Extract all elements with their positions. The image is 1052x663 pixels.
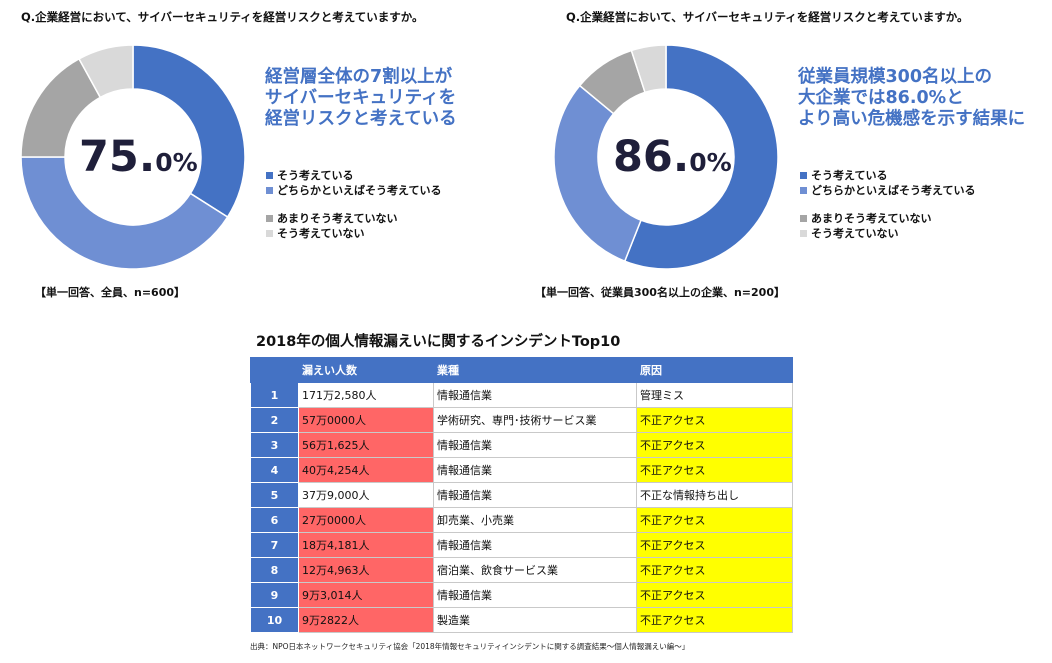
count-cell: 37万9,000人	[298, 482, 434, 508]
rank-cell: 7	[250, 532, 299, 558]
table-row: 7 18万4,181人 情報通信業 不正アクセス	[250, 532, 793, 558]
cause-cell: 不正アクセス	[636, 407, 793, 433]
callout-1-line-1: 経営層全体の7割以上が	[265, 67, 453, 87]
count-cell: 40万4,254人	[298, 457, 434, 483]
count-cell: 171万2,580人	[298, 382, 434, 408]
rank-cell: 5	[250, 482, 299, 508]
cause-cell: 不正アクセス	[636, 557, 793, 583]
legend-item: そう考えていない	[266, 226, 441, 241]
cause-cell: 不正アクセス	[636, 607, 793, 633]
cause-cell: 管理ミス	[636, 382, 793, 408]
cause-cell: 不正アクセス	[636, 507, 793, 533]
header-cause: 原因	[636, 357, 793, 383]
industry-cell: 情報通信業	[433, 482, 637, 508]
legend-item: どちらかといえばそう考えている	[800, 183, 975, 198]
rank-cell: 9	[250, 582, 299, 608]
rank-cell: 10	[250, 607, 299, 633]
cause-cell: 不正アクセス	[636, 582, 793, 608]
donut-slice-1	[623, 44, 779, 270]
header-rank	[250, 357, 299, 383]
table-row: 9 9万3,014人 情報通信業 不正アクセス	[250, 582, 793, 608]
question-2: Q.企業経営において、サイバーセキュリティを経営リスクと考えていますか。	[566, 10, 969, 24]
rank-cell: 6	[250, 507, 299, 533]
count-cell: 18万4,181人	[298, 532, 434, 558]
callout-2-line-2: 大企業では86.0%と	[798, 88, 964, 108]
callout-2: 従業員規模300名以上の 大企業では86.0%と より高い危機感を示す結果に	[798, 67, 1025, 130]
count-cell: 27万0000人	[298, 507, 434, 533]
donut-slice-2	[553, 84, 642, 263]
rank-cell: 4	[250, 457, 299, 483]
count-cell: 12万4,963人	[298, 557, 434, 583]
industry-cell: 情報通信業	[433, 382, 637, 408]
industry-cell: 情報通信業	[433, 457, 637, 483]
rank-cell: 8	[250, 557, 299, 583]
big-number-2: 86.0%	[613, 132, 732, 182]
question-1: Q.企業経営において、サイバーセキュリティを経営リスクと考えていますか。	[21, 10, 424, 24]
table-row: 5 37万9,000人 情報通信業 不正な情報持ち出し	[250, 482, 793, 508]
table-row: 3 56万1,625人 情報通信業 不正アクセス	[250, 432, 793, 458]
industry-cell: 情報通信業	[433, 532, 637, 558]
legend-item: どちらかといえばそう考えている	[266, 183, 441, 198]
legend-1: そう考えている どちらかといえばそう考えている あまりそう考えていない そう考え…	[266, 168, 441, 241]
sample-note-2: 【単一回答、従業員300名以上の企業、n=200】	[535, 286, 785, 299]
industry-cell: 宿泊業、飲食サービス業	[433, 557, 637, 583]
header-industry: 業種	[433, 357, 637, 383]
industry-cell: 情報通信業	[433, 582, 637, 608]
legend-item: そう考えている	[800, 168, 975, 183]
callout-1-line-2: サイバーセキュリティを	[265, 88, 457, 108]
table-header-row: 漏えい人数 業種 原因	[250, 357, 793, 383]
donut-slice-2	[20, 156, 229, 270]
table-row: 2 57万0000人 学術研究、専門･技術サービス業 不正アクセス	[250, 407, 793, 433]
industry-cell: 学術研究、専門･技術サービス業	[433, 407, 637, 433]
legend-item: そう考えていない	[800, 226, 975, 241]
callout-1: 経営層全体の7割以上が サイバーセキュリティを 経営リスクと考えている	[265, 67, 457, 130]
count-cell: 9万2822人	[298, 607, 434, 633]
count-cell: 56万1,625人	[298, 432, 434, 458]
donut-chart-2	[553, 44, 779, 270]
table-row: 8 12万4,963人 宿泊業、飲食サービス業 不正アクセス	[250, 557, 793, 583]
count-cell: 57万0000人	[298, 407, 434, 433]
table-row: 10 9万2822人 製造業 不正アクセス	[250, 607, 793, 633]
rank-cell: 2	[250, 407, 299, 433]
callout-1-line-3: 経営リスクと考えている	[265, 109, 457, 129]
rank-cell: 3	[250, 432, 299, 458]
incident-table: 漏えい人数 業種 原因 1 171万2,580人 情報通信業 管理ミス 2 57万0000…	[250, 357, 793, 633]
table-row: 4 40万4,254人 情報通信業 不正アクセス	[250, 457, 793, 483]
source-note: 出典：NPO日本ネットワークセキュリティ協会「2018年情報セキュリティインシデ…	[250, 642, 690, 651]
legend-item: あまりそう考えていない	[266, 211, 441, 226]
industry-cell: 卸売業、小売業	[433, 507, 637, 533]
legend-2: そう考えている どちらかといえばそう考えている あまりそう考えていない そう考え…	[800, 168, 975, 241]
big-number-1: 75.0%	[79, 132, 198, 182]
callout-2-line-1: 従業員規模300名以上の	[798, 67, 993, 87]
sample-note-1: 【単一回答、全員、n=600】	[35, 286, 186, 299]
count-cell: 9万3,014人	[298, 582, 434, 608]
header-count: 漏えい人数	[298, 357, 434, 383]
donut-slice-4	[78, 44, 134, 99]
industry-cell: 製造業	[433, 607, 637, 633]
table-title: 2018年の個人情報漏えいに関するインシデントTop10	[256, 334, 621, 350]
cause-cell: 不正アクセス	[636, 457, 793, 483]
cause-cell: 不正な情報持ち出し	[636, 482, 793, 508]
donut-chart-1	[20, 44, 246, 270]
table-row: 6 27万0000人 卸売業、小売業 不正アクセス	[250, 507, 793, 533]
donut-slice-4	[630, 44, 667, 94]
legend-item: そう考えている	[266, 168, 441, 183]
table-row: 1 171万2,580人 情報通信業 管理ミス	[250, 382, 793, 408]
legend-item: あまりそう考えていない	[800, 211, 975, 226]
industry-cell: 情報通信業	[433, 432, 637, 458]
cause-cell: 不正アクセス	[636, 532, 793, 558]
rank-cell: 1	[250, 382, 299, 408]
callout-2-line-3: より高い危機感を示す結果に	[798, 109, 1026, 129]
donut-slice-1	[132, 44, 246, 219]
cause-cell: 不正アクセス	[636, 432, 793, 458]
